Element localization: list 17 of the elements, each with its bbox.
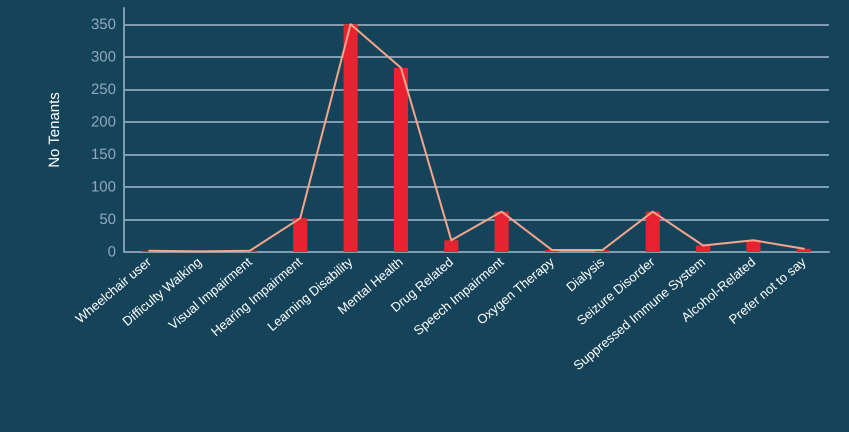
y-tick-label: 0 <box>108 244 116 260</box>
bar <box>344 24 358 252</box>
bar <box>293 218 308 252</box>
bar <box>696 245 710 252</box>
line-series <box>148 23 805 252</box>
y-tick-label: 250 <box>90 80 116 98</box>
y-tick-label: 100 <box>90 178 116 196</box>
bar <box>646 212 660 252</box>
y-tick-label: 150 <box>90 146 116 163</box>
y-axis-title: No Tenants <box>46 92 63 168</box>
bar <box>444 240 458 252</box>
y-tick-label: 50 <box>99 210 116 228</box>
bar <box>494 212 509 252</box>
y-tick-label: 350 <box>90 16 116 33</box>
y-tick-label: 300 <box>90 48 116 66</box>
y-tick-label: 200 <box>90 113 116 130</box>
bar <box>394 68 408 252</box>
